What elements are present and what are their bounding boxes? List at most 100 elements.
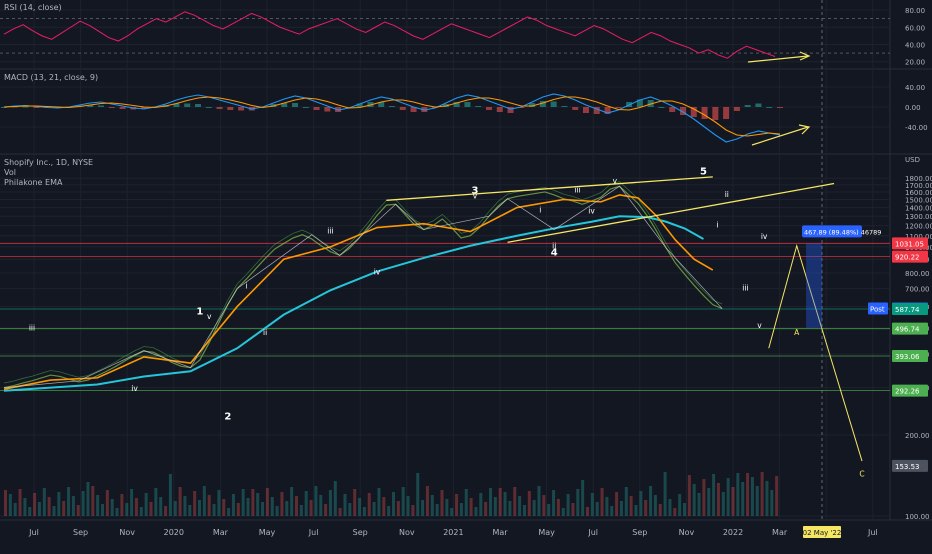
wave-count-line — [3, 185, 723, 388]
macd-histogram-bar — [1, 107, 7, 108]
macd-trend-arrow — [751, 126, 809, 146]
post-badge — [868, 302, 888, 315]
volume-bar — [212, 504, 216, 516]
volume-bar — [91, 486, 95, 516]
volume-bar — [324, 504, 328, 516]
wave-label: v — [757, 321, 762, 330]
volume-bar — [304, 491, 308, 516]
volume-bar — [513, 487, 517, 516]
macd-histogram-bar — [281, 103, 288, 107]
volume-bar — [624, 487, 628, 516]
macd-histogram-bar — [593, 107, 600, 114]
price-tick-label: 1400.00 — [905, 205, 932, 213]
volume-bar — [566, 494, 570, 516]
macd-histogram-bar — [389, 106, 395, 107]
volume-bar — [697, 493, 701, 516]
price-tick-label: 1600.00 — [905, 189, 932, 197]
volume-bar — [396, 501, 400, 516]
macd-tick-label: 0.00 — [905, 104, 921, 112]
volume-bar — [120, 494, 124, 516]
volume-bar — [193, 491, 197, 516]
macd-histogram-bar — [658, 107, 665, 108]
volume-bar — [47, 497, 51, 516]
macd-histogram-bar — [378, 102, 385, 107]
wave-label: iii — [29, 323, 35, 332]
volume-bar — [455, 494, 459, 516]
macd-histogram-bar — [141, 107, 148, 109]
volume-bar — [134, 498, 138, 516]
volume-bar — [52, 506, 56, 516]
wave-label: iv — [588, 207, 595, 216]
macd-histogram-bar — [399, 107, 406, 110]
macd-histogram-bar — [464, 102, 471, 107]
volume-bar — [333, 481, 337, 516]
price-tick-label: 1500.00 — [905, 197, 932, 205]
volume-bar — [712, 474, 716, 516]
volume-bar — [275, 506, 279, 516]
volume-bar — [508, 501, 512, 516]
volume-bar — [227, 508, 231, 516]
volume-bar — [125, 503, 129, 516]
volume-bar — [576, 489, 580, 516]
volume-bar — [28, 507, 32, 516]
wave-label: A — [794, 328, 800, 337]
volume-bar — [746, 473, 750, 516]
volume-bar — [139, 507, 143, 516]
macd-histogram-bar — [669, 107, 676, 112]
macd-histogram-bar — [108, 107, 115, 108]
volume-bar — [164, 506, 168, 516]
volume-bar — [198, 500, 201, 516]
volume-bar — [382, 497, 386, 516]
h-level-badge — [892, 322, 928, 335]
volume-bar — [377, 488, 381, 516]
volume-bar — [547, 504, 551, 516]
volume-bar — [246, 498, 250, 516]
volume-bar — [663, 472, 667, 516]
volume-bar — [639, 491, 643, 516]
volume-bar — [362, 507, 366, 516]
price-tick-label: 1800.00 — [905, 175, 932, 183]
volume-bar — [527, 491, 531, 516]
volume-bar — [678, 494, 682, 516]
price-tick-label: 200.00 — [905, 432, 930, 440]
date-marker-label: 02 May '22 — [803, 529, 842, 537]
x-tick-label: Jul — [308, 528, 319, 537]
volume-bar — [101, 504, 104, 516]
macd-histogram-bar — [733, 107, 740, 111]
macd-histogram-bar — [205, 107, 212, 108]
macd-histogram-bar — [701, 107, 708, 119]
volume-bar — [619, 501, 623, 516]
volume-bar — [86, 482, 90, 516]
volume-bar — [493, 497, 497, 516]
volume-bar — [57, 492, 61, 516]
volume-bar — [726, 478, 730, 516]
macd-histogram-bar — [636, 99, 643, 107]
volume-bar — [231, 494, 235, 516]
volume-bar — [561, 508, 565, 516]
volume-bar — [358, 498, 362, 516]
wave-label: i — [539, 206, 541, 215]
macd-histogram-bar — [216, 107, 223, 109]
volume-bar — [236, 503, 240, 516]
post-label: Post — [870, 306, 885, 314]
volume-bar — [595, 502, 599, 516]
volume-bar — [581, 480, 585, 516]
wave-label: iv — [131, 384, 138, 393]
wave-label: i — [716, 221, 718, 230]
volume-bar — [600, 488, 604, 516]
x-tick-label: Jul — [28, 528, 39, 537]
rsi-line — [3, 11, 776, 59]
price-tick-label: 800.00 — [905, 270, 930, 278]
volume-bar — [489, 488, 492, 516]
wave-label: ii — [552, 242, 556, 251]
x-tick-label: Mar — [772, 528, 788, 537]
rsi-trend-arrowhead — [799, 51, 811, 61]
volume-bar — [469, 498, 473, 516]
volume-bar — [687, 475, 691, 516]
price-tick-label: 1200.00 — [905, 223, 932, 231]
volume-bar — [537, 486, 541, 516]
volume-bar — [183, 496, 187, 516]
signal-line — [3, 96, 781, 137]
x-tick-label: May — [259, 528, 276, 537]
measure-label: 467.89 (89.48%) 46789 — [804, 228, 881, 236]
